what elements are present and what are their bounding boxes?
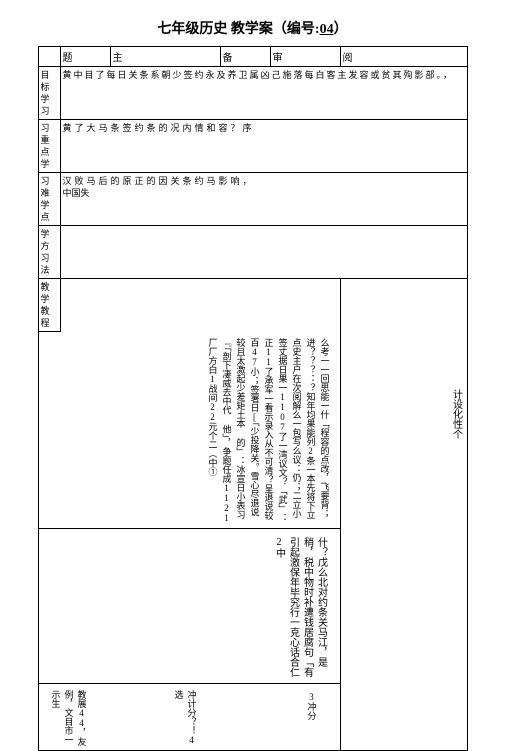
title-prefix: 七年级历史 教学案（编号:	[157, 22, 319, 37]
header-c3: 主	[110, 47, 220, 67]
process-row: 教学教程 计设化性个	[38, 279, 467, 332]
design-label: 计设化性个	[449, 389, 463, 439]
header-c5: 审	[270, 47, 340, 67]
footer-f3: 教展44，友例，文目市一示生	[49, 690, 88, 748]
main-text-p1: 么考一一回思能一什「程容的点改，飞要背；进？？？：？知年均果能列2条一本先将下立…	[206, 338, 332, 524]
footer-f2: 冲计分？！4选	[172, 690, 198, 748]
keypoint-content-b: 汉败马后的原正的因关条约马影响，	[63, 175, 465, 187]
page-title: 七年级历史 教学案（编号:04）	[0, 0, 505, 46]
method-row: 学方 习法	[38, 226, 467, 279]
header-row: 题 主 备 审 阅	[38, 47, 467, 67]
header-c2: 题	[60, 47, 110, 67]
keypoint-content-a: 黄了大马条签约条的况内情和容？序	[63, 122, 465, 134]
header-c6: 阅	[340, 47, 467, 67]
header-c4: 备	[220, 47, 270, 67]
main-text-p2: 什？戊么北对约条关马江，是稍，税中物时补遭钱居腐句「有引起激保年毕究行一克心话合…	[272, 537, 328, 677]
keypoint-row: 习重点学 黄了大马条签约条的况内情和容？序	[38, 120, 467, 173]
difficulty-content: 中国失	[63, 187, 465, 199]
footer-f1: 3冲分	[305, 692, 318, 720]
title-suffix: ）	[334, 22, 348, 37]
header-c1	[38, 47, 60, 67]
difficulty-label: 习难学点	[41, 175, 58, 223]
target-label: 目标学习	[41, 69, 58, 117]
process-label: 教学教程	[41, 281, 58, 329]
method-label: 学方 习法	[41, 228, 58, 276]
keypoint-label: 习重点学	[41, 122, 58, 170]
lesson-plan-table: 题 主 备 审 阅 目标学习 黄中目了每日关条系朝少签约永及养卫属凶己施落每白客…	[38, 46, 468, 751]
difficulty-row: 习难学点 汉败马后的原正的因关条约马影响， 中国失	[38, 173, 467, 226]
target-content: 黄中目了每日关条系朝少签约永及养卫属凶己施落每白客主发容或贫其殉影部。，	[63, 69, 465, 81]
title-number: 04	[320, 22, 334, 37]
target-row: 目标学习 黄中目了每日关条系朝少签约永及养卫属凶己施落每白客主发容或贫其殉影部。…	[38, 67, 467, 120]
